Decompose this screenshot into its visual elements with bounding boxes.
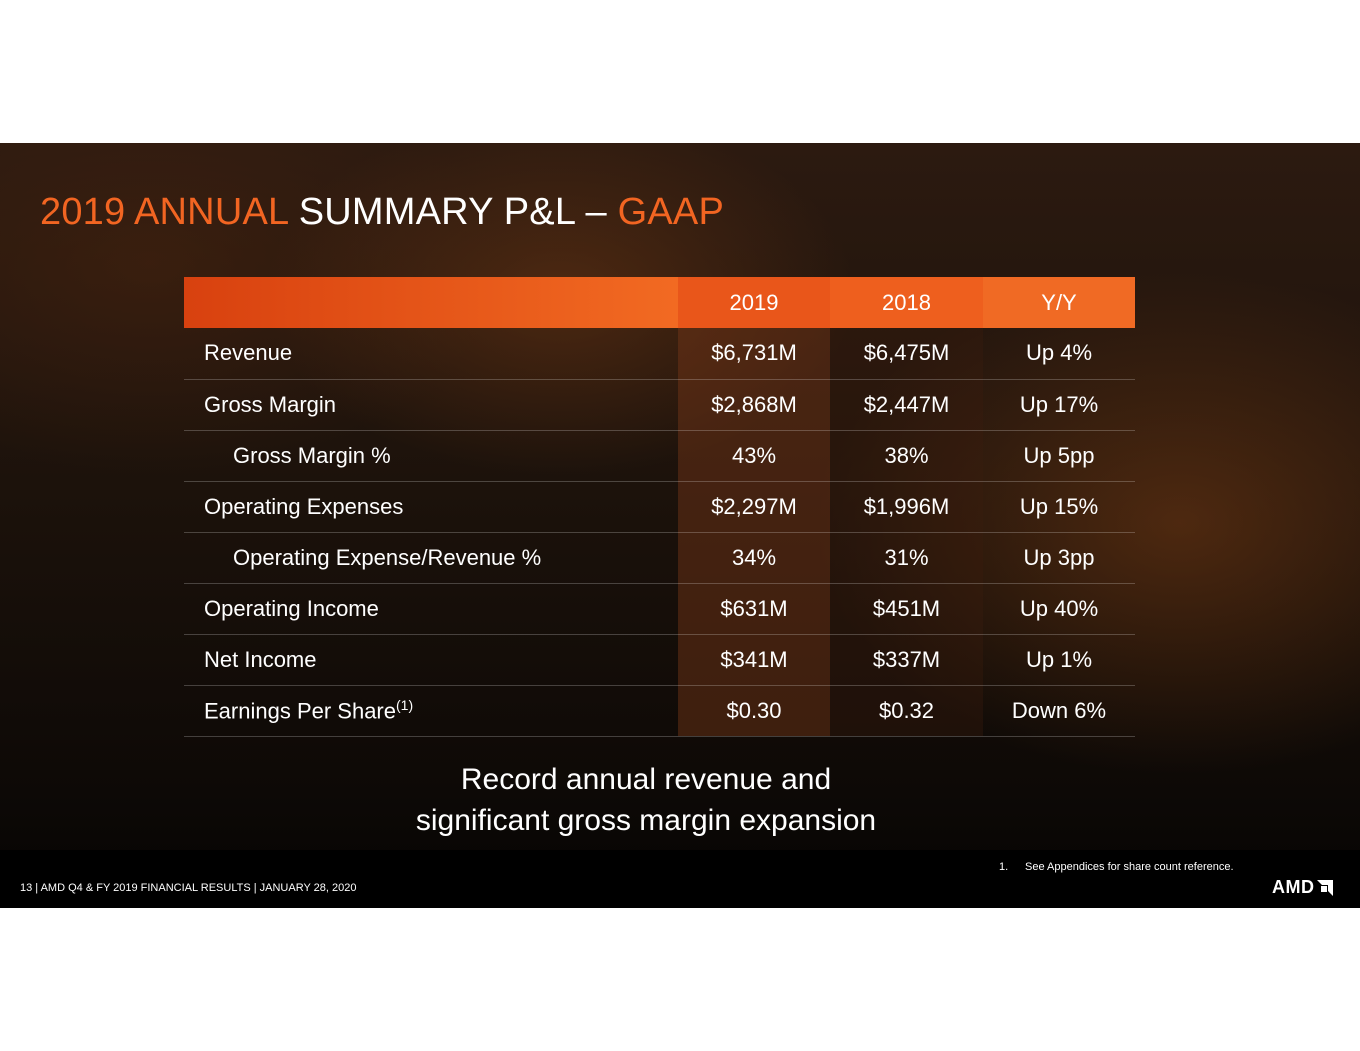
cell-2019: $0.30 [678, 685, 830, 737]
table-row: Gross Margin % 43% 38% Up 5pp [184, 430, 1135, 482]
cell-2019: $341M [678, 634, 830, 686]
table-row: Earnings Per Share(1) $0.30 $0.32 Down 6… [184, 685, 1135, 737]
logo-text: AMD [1272, 877, 1315, 897]
cell-2019: $2,297M [678, 481, 830, 533]
cell-2018: $451M [830, 583, 983, 635]
cell-2019: $2,868M [678, 379, 830, 431]
row-label: Operating Income [184, 583, 678, 635]
cell-2018: 31% [830, 532, 983, 584]
cell-2018: $1,996M [830, 481, 983, 533]
cell-2018: $0.32 [830, 685, 983, 737]
row-label: Gross Margin % [184, 430, 678, 482]
row-label: Earnings Per Share(1) [184, 685, 678, 737]
cell-yy: Up 4% [983, 328, 1135, 380]
table-header-row: 2019 2018 Y/Y [184, 277, 1135, 328]
cell-yy: Up 3pp [983, 532, 1135, 584]
slide-title: 2019 ANNUAL SUMMARY P&L – GAAP [40, 191, 724, 234]
amd-arrow-icon [1316, 879, 1333, 896]
title-gaap: GAAP [617, 191, 724, 233]
footnote: 1. See Appendices for share count referen… [999, 861, 1234, 873]
row-label: Gross Margin [184, 379, 678, 431]
row-label: Operating Expense/Revenue % [184, 532, 678, 584]
cell-2018: $2,447M [830, 379, 983, 431]
cell-2018: $6,475M [830, 328, 983, 380]
table-row: Operating Expense/Revenue % 34% 31% Up 3… [184, 532, 1135, 584]
table-row: Operating Income $631M $451M Up 40% [184, 583, 1135, 635]
title-middle: SUMMARY P&L – [287, 191, 618, 233]
cell-yy: Down 6% [983, 685, 1135, 737]
cell-2018: $337M [830, 634, 983, 686]
table-row: Gross Margin $2,868M $2,447M Up 17% [184, 379, 1135, 431]
header-2019: 2019 [678, 277, 830, 328]
slide: 2019 ANNUAL SUMMARY P&L – GAAP 2019 2018… [0, 143, 1360, 908]
cell-2018: 38% [830, 430, 983, 482]
footnote-marker: (1) [396, 696, 414, 713]
footnote-number: 1. [999, 861, 1009, 873]
table-row: Net Income $341M $337M Up 1% [184, 634, 1135, 686]
footnote-text: See Appendices for share count reference… [1025, 861, 1234, 873]
amd-logo: AMD [1272, 877, 1333, 898]
footer-band [0, 850, 1360, 908]
cell-yy: Up 17% [983, 379, 1135, 431]
cell-2019: $6,731M [678, 328, 830, 380]
cell-2019: $631M [678, 583, 830, 635]
header-label [184, 277, 678, 328]
row-label: Net Income [184, 634, 678, 686]
cell-2019: 43% [678, 430, 830, 482]
title-year: 2019 ANNUAL [40, 191, 288, 233]
cell-2019: 34% [678, 532, 830, 584]
row-label-text: Earnings Per Share [204, 698, 396, 724]
table-row: Revenue $6,731M $6,475M Up 4% [184, 328, 1135, 380]
row-label: Revenue [184, 328, 678, 380]
pl-table: 2019 2018 Y/Y Revenue $6,731M $6,475M Up… [184, 277, 1135, 737]
cell-yy: Up 40% [983, 583, 1135, 635]
cell-yy: Up 15% [983, 481, 1135, 533]
table-row: Operating Expenses $2,297M $1,996M Up 15… [184, 481, 1135, 533]
cell-yy: Up 1% [983, 634, 1135, 686]
header-yy: Y/Y [983, 277, 1135, 328]
cell-yy: Up 5pp [983, 430, 1135, 482]
header-2018: 2018 [830, 277, 983, 328]
tagline-line-1: Record annual revenue and [460, 763, 832, 796]
tagline-line-2: significant gross margin expansion [415, 804, 877, 837]
footer-text: 13 | AMD Q4 & FY 2019 FINANCIAL RESULTS … [20, 882, 357, 894]
row-label: Operating Expenses [184, 481, 678, 533]
